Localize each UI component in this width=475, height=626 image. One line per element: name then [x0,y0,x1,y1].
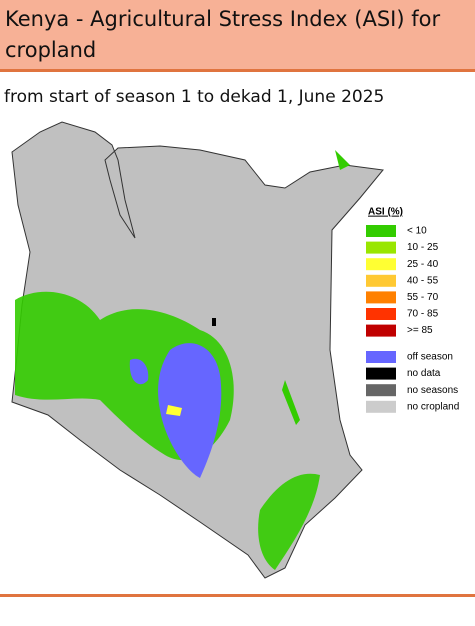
legend-label: no cropland [407,401,459,412]
legend-label: < 10 [407,226,427,237]
crop-area [258,473,320,570]
subtitle: from start of season 1 to dekad 1, June … [4,87,385,107]
legend-swatch [366,308,396,320]
legend-swatch [366,258,396,271]
no-data-area [212,318,216,326]
legend-swatch [366,225,396,237]
crop-area [335,150,350,170]
legend-label: no seasons [407,385,458,396]
off-season-area [158,343,222,478]
legend-swatch [366,367,396,380]
legend-swatch [366,291,396,304]
legend-label: 10 - 25 [407,242,439,253]
title: Kenya - Agricultural Stress Index (ASI) … [5,7,441,62]
kenya-map [11,121,384,579]
header: Kenya - Agricultural Stress Index (ASI) … [0,0,475,72]
crop-area [282,380,300,425]
legend-swatch [366,241,396,254]
legend-label: 70 - 85 [407,309,439,320]
legend-label: >= 85 [407,325,433,336]
legend-swatch [366,274,396,287]
legend-title: ASI (%) [368,207,403,218]
legend-swatch [366,351,396,363]
legend-label: 55 - 70 [407,292,439,303]
legend: ASI (%) < 10 10 - 25 25 - 40 40 - 55 55 - 70… [366,207,459,413]
off-season-area [129,358,149,385]
footer-rule [0,594,475,597]
stress-area [166,405,182,416]
legend-swatch [366,384,396,397]
legend-label: off season [407,352,453,363]
legend-label: 25 - 40 [407,259,439,270]
legend-label: 40 - 55 [407,275,439,286]
legend-swatch [366,324,396,337]
legend-swatch [366,400,396,413]
legend-label: no data [407,368,441,379]
